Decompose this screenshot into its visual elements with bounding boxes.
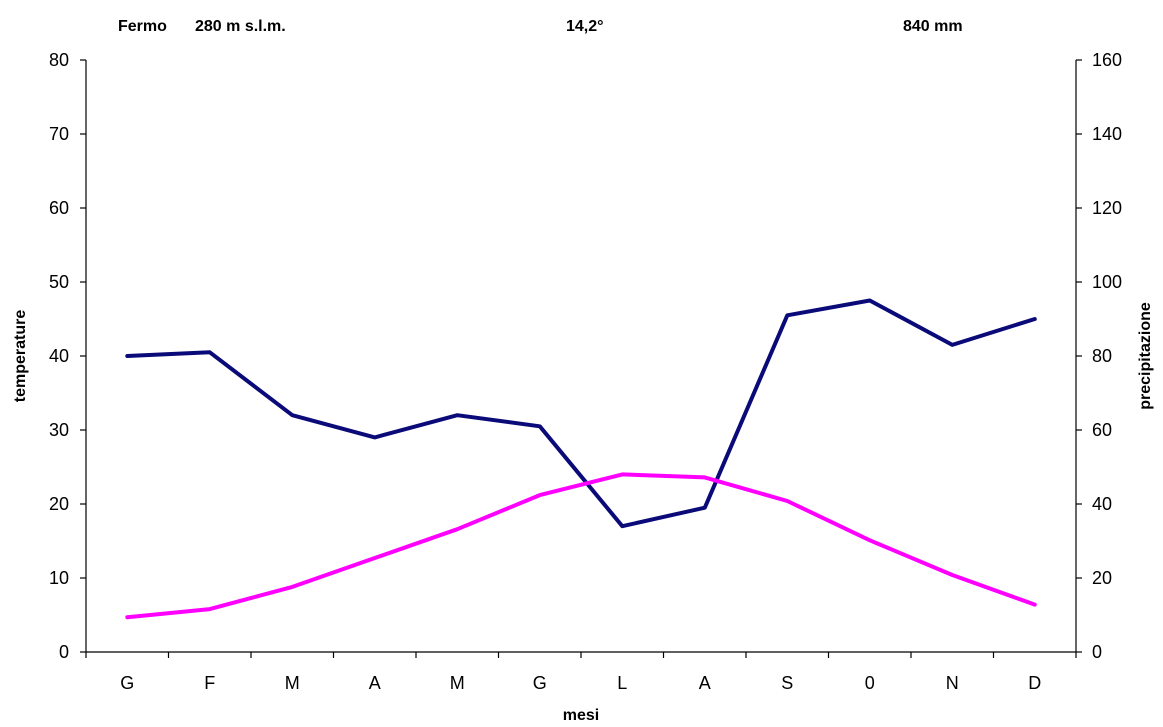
x-tick-label: M [450,673,465,693]
y-left-tick-label: 0 [59,642,69,662]
x-tick-label: F [204,673,215,693]
y-right-tick-label: 60 [1092,420,1112,440]
y-right-tick-label: 120 [1092,198,1122,218]
y-right-tick-label: 100 [1092,272,1122,292]
y-axis-title-left: temperature [12,310,29,403]
x-axis-title: mesi [563,707,599,724]
x-tick-label: A [369,673,381,693]
y-left-tick-label: 30 [49,420,69,440]
x-tick-label: G [120,673,134,693]
ticks-layer: 0 10 20 30 40 50 60 70 80 0 20 40 60 80 100 120 140 160 G F… [49,50,1122,693]
x-tick-label: L [617,673,627,693]
y-right-tick-label: 20 [1092,568,1112,588]
y-left-tick-label: 50 [49,272,69,292]
x-tick-label: D [1028,673,1041,693]
x-tick-label: N [946,673,959,693]
annual-precipitation: 840 mm [903,18,963,35]
y-left-tick-label: 40 [49,346,69,366]
y-left-tick-label: 60 [49,198,69,218]
y-left-tick-label: 10 [49,568,69,588]
x-tick-label: G [533,673,547,693]
y-left-tick-label: 80 [49,50,69,70]
y-axis-title-right: precipitazione [1137,302,1154,410]
x-tick-label: 0 [865,673,875,693]
y-left-tick-label: 20 [49,494,69,514]
series-layer [125,298,1037,620]
x-tick-label: M [285,673,300,693]
station-name: Fermo [118,18,167,35]
station-altitude: 280 m s.l.m. [195,18,286,35]
mean-temperature: 14,2° [566,18,604,35]
y-right-tick-label: 40 [1092,494,1112,514]
x-tick-label: A [699,673,711,693]
y-right-tick-label: 160 [1092,50,1122,70]
y-left-tick-label: 70 [49,124,69,144]
y-right-tick-label: 80 [1092,346,1112,366]
precipitation-line [125,298,1037,529]
x-tick-label: S [781,673,793,693]
temperature-line [125,472,1037,620]
y-right-tick-label: 0 [1092,642,1102,662]
y-right-tick-label: 140 [1092,124,1122,144]
